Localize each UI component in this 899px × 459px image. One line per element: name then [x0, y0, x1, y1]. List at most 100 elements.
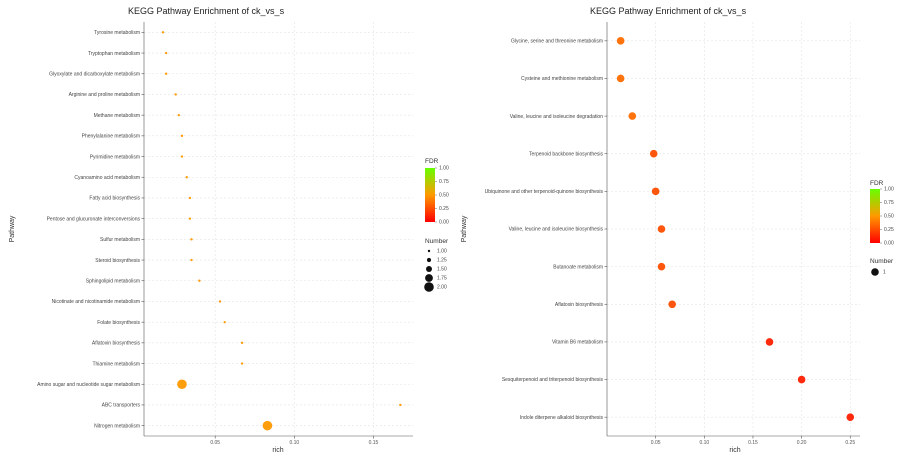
- left-fdr-legend: FDR 1.00 0.75 0.50 0.25 0.00: [425, 158, 449, 226]
- data-point: [185, 176, 188, 179]
- data-point: [180, 155, 184, 158]
- data-point: [188, 217, 192, 220]
- category-label: Valine, leucine and isoleucine biosynthe…: [509, 227, 604, 233]
- category-label: Pentose and glucuronate interconversions: [47, 216, 141, 222]
- data-point: [240, 341, 244, 345]
- category-label: Aflatoxin biosynthesis: [92, 341, 141, 347]
- data-point: [262, 420, 273, 431]
- data-point: [180, 134, 184, 138]
- left-plot-area: [144, 22, 413, 436]
- fdr-tick-label: 0.00: [884, 241, 894, 247]
- category-label: Terpenoid backbone biosynthesis: [529, 151, 603, 157]
- category-label: Phenylalanine metabolism: [82, 134, 140, 140]
- left-fdr-legend-title: FDR: [425, 158, 439, 165]
- number-legend-dot: [426, 266, 432, 272]
- number-legend-label: 2.00: [437, 285, 447, 291]
- category-label: Thiamine metabolism: [92, 361, 140, 367]
- number-legend-label: 1: [883, 270, 886, 276]
- data-point: [188, 196, 192, 200]
- left-chart-title: KEGG Pathway Enrichment of ck_vs_s: [128, 6, 285, 16]
- data-point: [651, 187, 660, 196]
- right-plot-area: [607, 22, 860, 436]
- category-label: Nicotinate and nicotinamide metabolism: [52, 299, 140, 305]
- left-x-tick-labels: 0.05 0.10 0.15: [210, 436, 379, 446]
- data-point: [174, 93, 177, 96]
- fdr-tick-label: 0.25: [439, 206, 449, 212]
- category-label: Cysteine and methionine metabolism: [521, 76, 603, 82]
- data-point: [616, 74, 625, 83]
- right-number-legend: Number 1: [870, 258, 894, 276]
- x-tick-label: 0.10: [699, 440, 709, 446]
- category-label: Glyoxylate and dicarboxylate metabolism: [49, 71, 140, 77]
- number-legend-dot: [871, 268, 879, 276]
- x-tick-label: 0.05: [210, 440, 220, 446]
- data-point: [198, 279, 201, 282]
- left-number-legend: Number 1.00 1.25 1.50 1.75 2.00: [424, 238, 449, 292]
- category-label: Steroid biosynthesis: [95, 258, 140, 264]
- fdr-tick-label: 0.25: [884, 227, 894, 233]
- category-label: Tryptophan metabolism: [88, 51, 140, 57]
- fdr-tick-label: 0.75: [439, 179, 449, 185]
- right-x-tick-labels: 0.05 0.10 0.15 0.20 0.25: [651, 436, 855, 446]
- category-label: Vitamin B6 metabolism: [552, 340, 603, 346]
- left-points: [161, 31, 402, 431]
- category-label: Cyanoamino acid metabolism: [74, 175, 140, 181]
- category-label: Aflatoxin biosynthesis: [555, 302, 604, 308]
- data-point: [177, 379, 187, 390]
- data-point: [668, 300, 676, 309]
- number-legend-label: 1.00: [437, 249, 447, 255]
- data-point: [223, 320, 226, 324]
- right-points: [616, 37, 855, 421]
- left-category-labels: Tyrosine metabolism Tryptophan metabolism…: [37, 30, 144, 429]
- left-x-axis-label: rich: [272, 447, 283, 454]
- number-legend-dot: [424, 282, 434, 292]
- category-label: Sulfur metabolism: [100, 237, 140, 243]
- data-point: [797, 375, 806, 384]
- right-x-axis-label: rich: [729, 447, 740, 454]
- category-label: Sphingolipid metabolism: [86, 278, 140, 284]
- category-label: Valine, leucine and isoleucine degradati…: [510, 114, 604, 120]
- data-point: [164, 72, 168, 75]
- data-point: [177, 113, 181, 117]
- data-point: [161, 31, 165, 34]
- data-point: [218, 300, 222, 303]
- number-legend-label: 1.25: [437, 258, 447, 264]
- category-label: Tyrosine metabolism: [94, 30, 140, 36]
- data-point: [616, 37, 625, 45]
- x-tick-label: 0.25: [845, 440, 855, 446]
- fdr-tick-label: 1.00: [439, 166, 449, 172]
- category-label: Pyrimidine metabolism: [90, 154, 140, 160]
- category-label: Nitrogen metabolism: [94, 423, 140, 429]
- x-tick-label: 0.20: [797, 440, 807, 446]
- category-label: Glycine, serine and threonine metabolism: [511, 39, 603, 45]
- left-fdr-colorbar: [425, 168, 435, 222]
- category-label: Arginine and proline metabolism: [69, 92, 140, 98]
- category-label: Amino sugar and nucleotide sugar metabol…: [37, 382, 140, 388]
- fdr-tick-label: 0.00: [439, 220, 449, 226]
- data-point: [765, 338, 774, 346]
- data-point: [164, 51, 168, 55]
- category-label: Methane metabolism: [94, 113, 140, 119]
- x-tick-label: 0.05: [651, 440, 661, 446]
- number-legend-dot: [427, 249, 431, 253]
- right-y-axis-label: Pathway: [461, 215, 468, 242]
- left-gridlines: [144, 22, 413, 436]
- right-fdr-legend: FDR 1.00 0.75 0.50 0.25 0.00: [870, 180, 894, 247]
- category-label: Ubiquinone and other terpenoid-quinone b…: [485, 189, 604, 195]
- data-point: [657, 262, 666, 271]
- number-legend-label: 1.50: [437, 267, 447, 273]
- category-label: ABC transporters: [102, 403, 141, 409]
- left-number-legend-title: Number: [425, 238, 449, 245]
- right-chart-title: KEGG Pathway Enrichment of ck_vs_s: [590, 6, 747, 16]
- number-legend-label: 1.75: [437, 276, 447, 282]
- data-point: [190, 238, 193, 241]
- right-gridlines: [607, 22, 860, 436]
- fdr-tick-label: 0.50: [439, 193, 449, 199]
- data-point: [628, 112, 637, 120]
- x-tick-label: 0.15: [369, 440, 379, 446]
- data-point: [657, 225, 666, 233]
- x-tick-label: 0.10: [289, 440, 299, 446]
- data-point: [649, 149, 658, 158]
- number-legend-dot: [426, 257, 432, 263]
